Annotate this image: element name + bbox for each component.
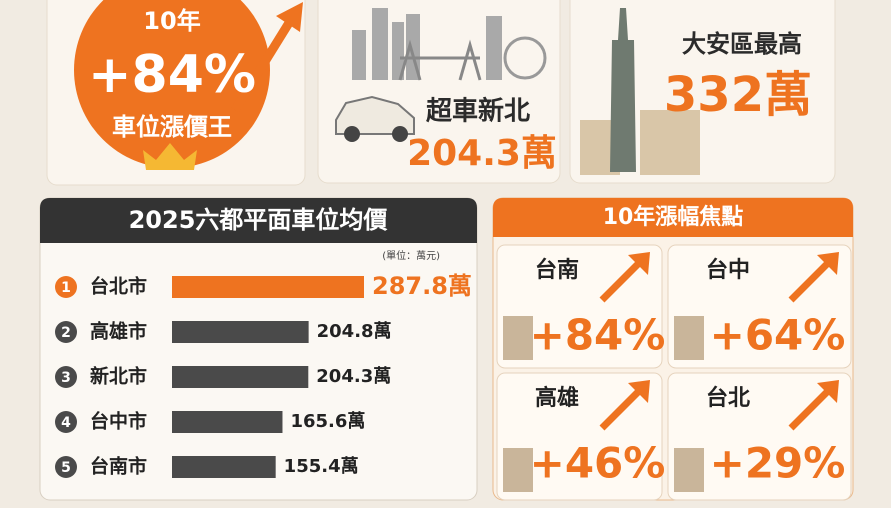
value-label: 204.8萬 [317,321,392,342]
card-text: 10年 [143,7,200,35]
value-label: 287.8萬 [372,272,472,300]
building [503,448,533,492]
city-label: 高雄 [535,385,579,411]
building [674,316,704,360]
rank: 5 [61,460,71,476]
rank-badge [55,276,77,298]
chart-title: 2025六都平面車位均價 [129,206,389,234]
change-label: +84% [530,311,666,360]
category-label: 台南市 [90,455,147,478]
focus-card [667,244,852,369]
card-text: 超車新北 [426,96,530,127]
value-label: 204.3萬 [316,366,391,387]
arrow [231,15,296,113]
bar [172,276,364,298]
rank: 1 [61,280,71,296]
value-label: 155.4萬 [284,456,359,477]
city-label: 台北 [706,385,750,411]
bar [172,366,309,388]
focus-card [496,244,663,369]
rank: 3 [61,370,71,386]
category-label: 新北市 [90,365,147,388]
category-label: 高雄市 [90,320,147,343]
bar [172,411,283,433]
change-label: +64% [710,311,846,360]
chart-subtitle: (單位：萬元) [382,249,440,262]
focus-items: 台南 +84% 台中 +64% 高雄 +46% 台北 +29% [496,244,852,501]
tower [580,8,700,175]
arrow [788,385,834,431]
arrow-head [817,380,839,403]
rank-badge [55,366,77,388]
bar-chart: 1 台北市 287.8萬 2 高雄市 204.8萬 3 新北市 204.3萬 4 台中市 165.6萬… [55,272,472,478]
focus-header [493,198,853,237]
card-big: +84% [88,45,256,105]
change-label: +46% [530,439,666,488]
arrow [788,257,834,303]
category-label: 台中市 [90,410,147,433]
card-big: 204.3萬 [407,133,557,174]
city-label: 台中 [706,257,750,283]
arrow-head [628,252,650,275]
arrow-head [628,380,650,403]
crown [143,143,197,170]
rank-badge [55,456,77,478]
rank: 2 [61,325,71,341]
card [569,0,836,184]
arrow-head [276,2,303,32]
skyline [352,8,547,81]
building [674,448,704,492]
city-label: 台南 [535,257,579,283]
bar [172,456,276,478]
change-label: +29% [710,439,846,488]
bar [172,321,309,343]
arrow [599,385,645,431]
rank-badge [55,321,77,343]
car [335,95,415,142]
building [503,316,533,360]
value-label: 165.6萬 [290,411,365,432]
card-big: 332萬 [664,67,812,123]
category-label: 台北市 [90,275,147,298]
focus-card [667,372,852,501]
chart-header [40,198,477,243]
arrow [599,257,645,303]
arrow-head [817,252,839,275]
badge [74,0,270,168]
card-text: 車位漲價王 [112,113,232,141]
rank-badge [55,411,77,433]
focus-title: 10年漲幅焦點 [603,204,744,230]
rank: 4 [61,415,71,431]
card-text: 大安區最高 [682,30,802,58]
